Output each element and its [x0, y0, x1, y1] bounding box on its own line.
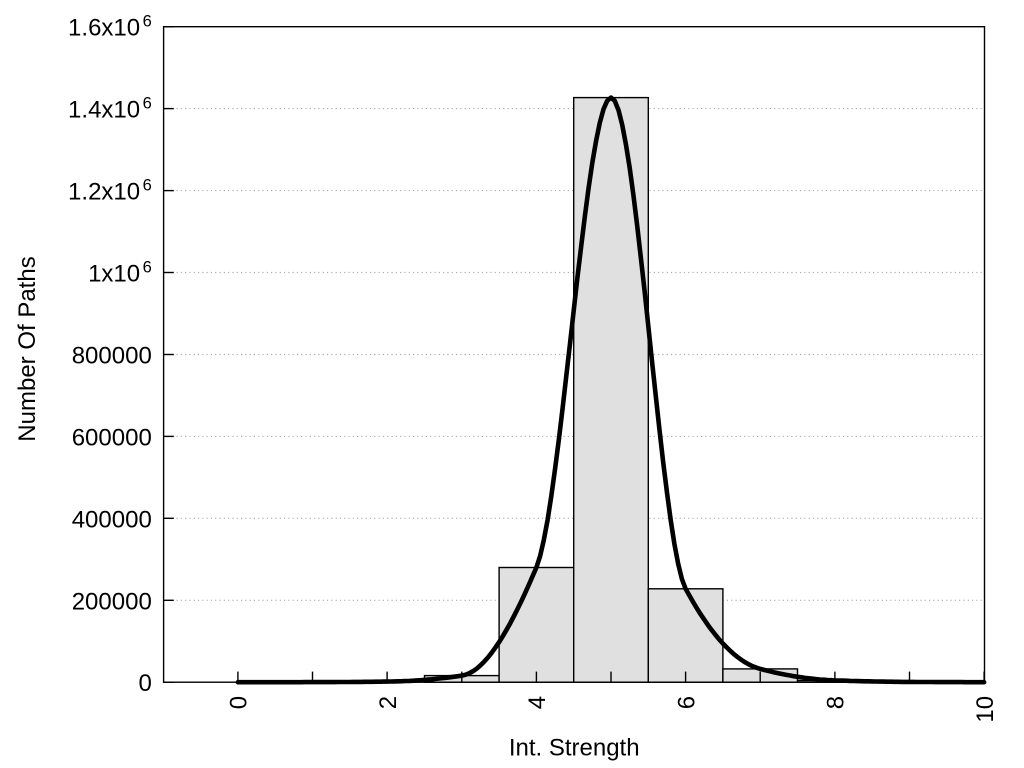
- svg-text:6: 6: [673, 696, 700, 709]
- svg-text:2: 2: [375, 696, 402, 709]
- svg-text:8: 8: [823, 696, 850, 709]
- svg-text:Number Of Paths: Number Of Paths: [14, 256, 41, 441]
- svg-text:0: 0: [138, 670, 151, 697]
- svg-text:Int. Strength: Int. Strength: [509, 735, 640, 762]
- svg-text:600000: 600000: [72, 424, 152, 451]
- svg-text:800000: 800000: [72, 343, 152, 370]
- svg-text:400000: 400000: [72, 506, 152, 533]
- svg-text:4: 4: [524, 696, 551, 709]
- svg-text:200000: 200000: [72, 588, 152, 615]
- svg-text:10: 10: [972, 696, 999, 723]
- svg-text:0: 0: [226, 696, 253, 709]
